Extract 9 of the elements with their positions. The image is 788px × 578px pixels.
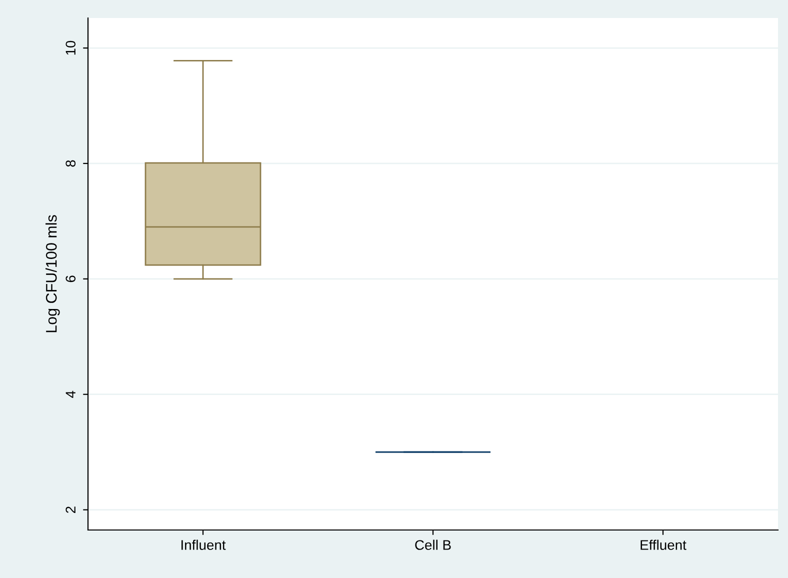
y-axis-title: Log CFU/100 mls (46, 215, 60, 332)
x-tick-label: Cell B (415, 540, 451, 550)
y-tick-label: 8 (66, 160, 76, 167)
y-tick-label: 4 (66, 390, 76, 398)
y-tick-label: 10 (66, 40, 76, 55)
y-tick-label: 6 (66, 276, 76, 282)
x-tick-label: Effluent (640, 540, 686, 550)
x-tick-label: Influent (182, 540, 226, 550)
y-tick-label: 2 (66, 506, 76, 513)
